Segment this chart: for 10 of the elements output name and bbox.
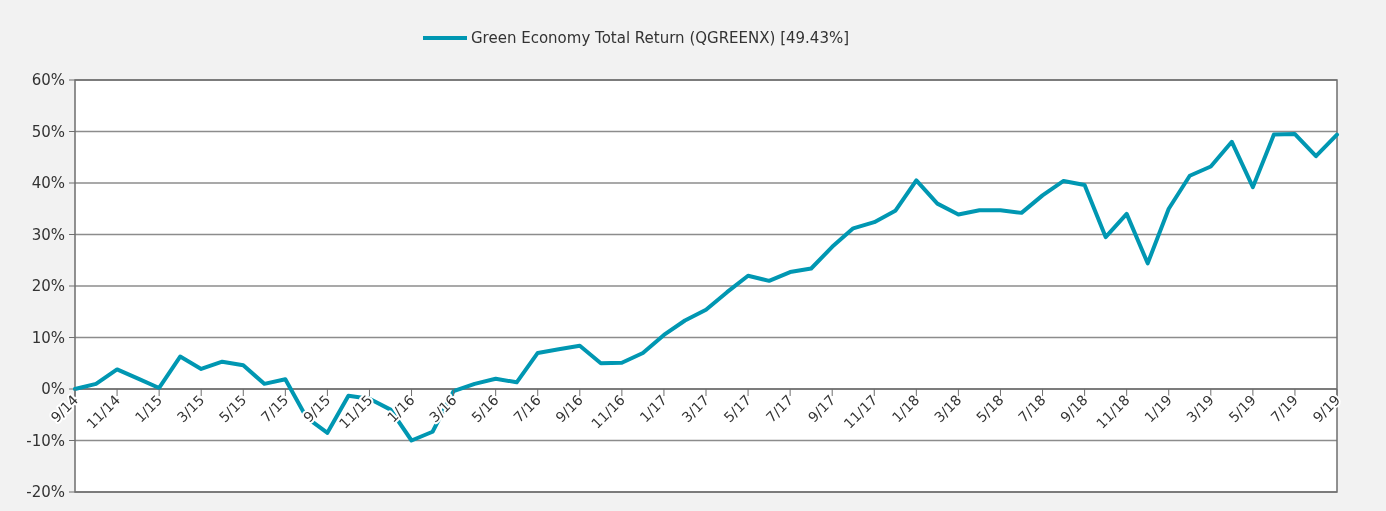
y-tick-label: -20%	[26, 483, 65, 502]
legend-label: Green Economy Total Return (QGREENX) [49.43%]	[471, 29, 850, 48]
y-tick-label: 60%	[31, 71, 65, 90]
y-tick-label: 0%	[41, 380, 65, 399]
y-tick-label: 10%	[31, 328, 65, 347]
y-tick-label: 30%	[31, 225, 65, 244]
y-tick-label: -10%	[26, 431, 65, 450]
y-tick-label: 20%	[31, 277, 65, 296]
y-tick-label: 50%	[31, 122, 65, 141]
y-tick-label: 40%	[31, 174, 65, 193]
